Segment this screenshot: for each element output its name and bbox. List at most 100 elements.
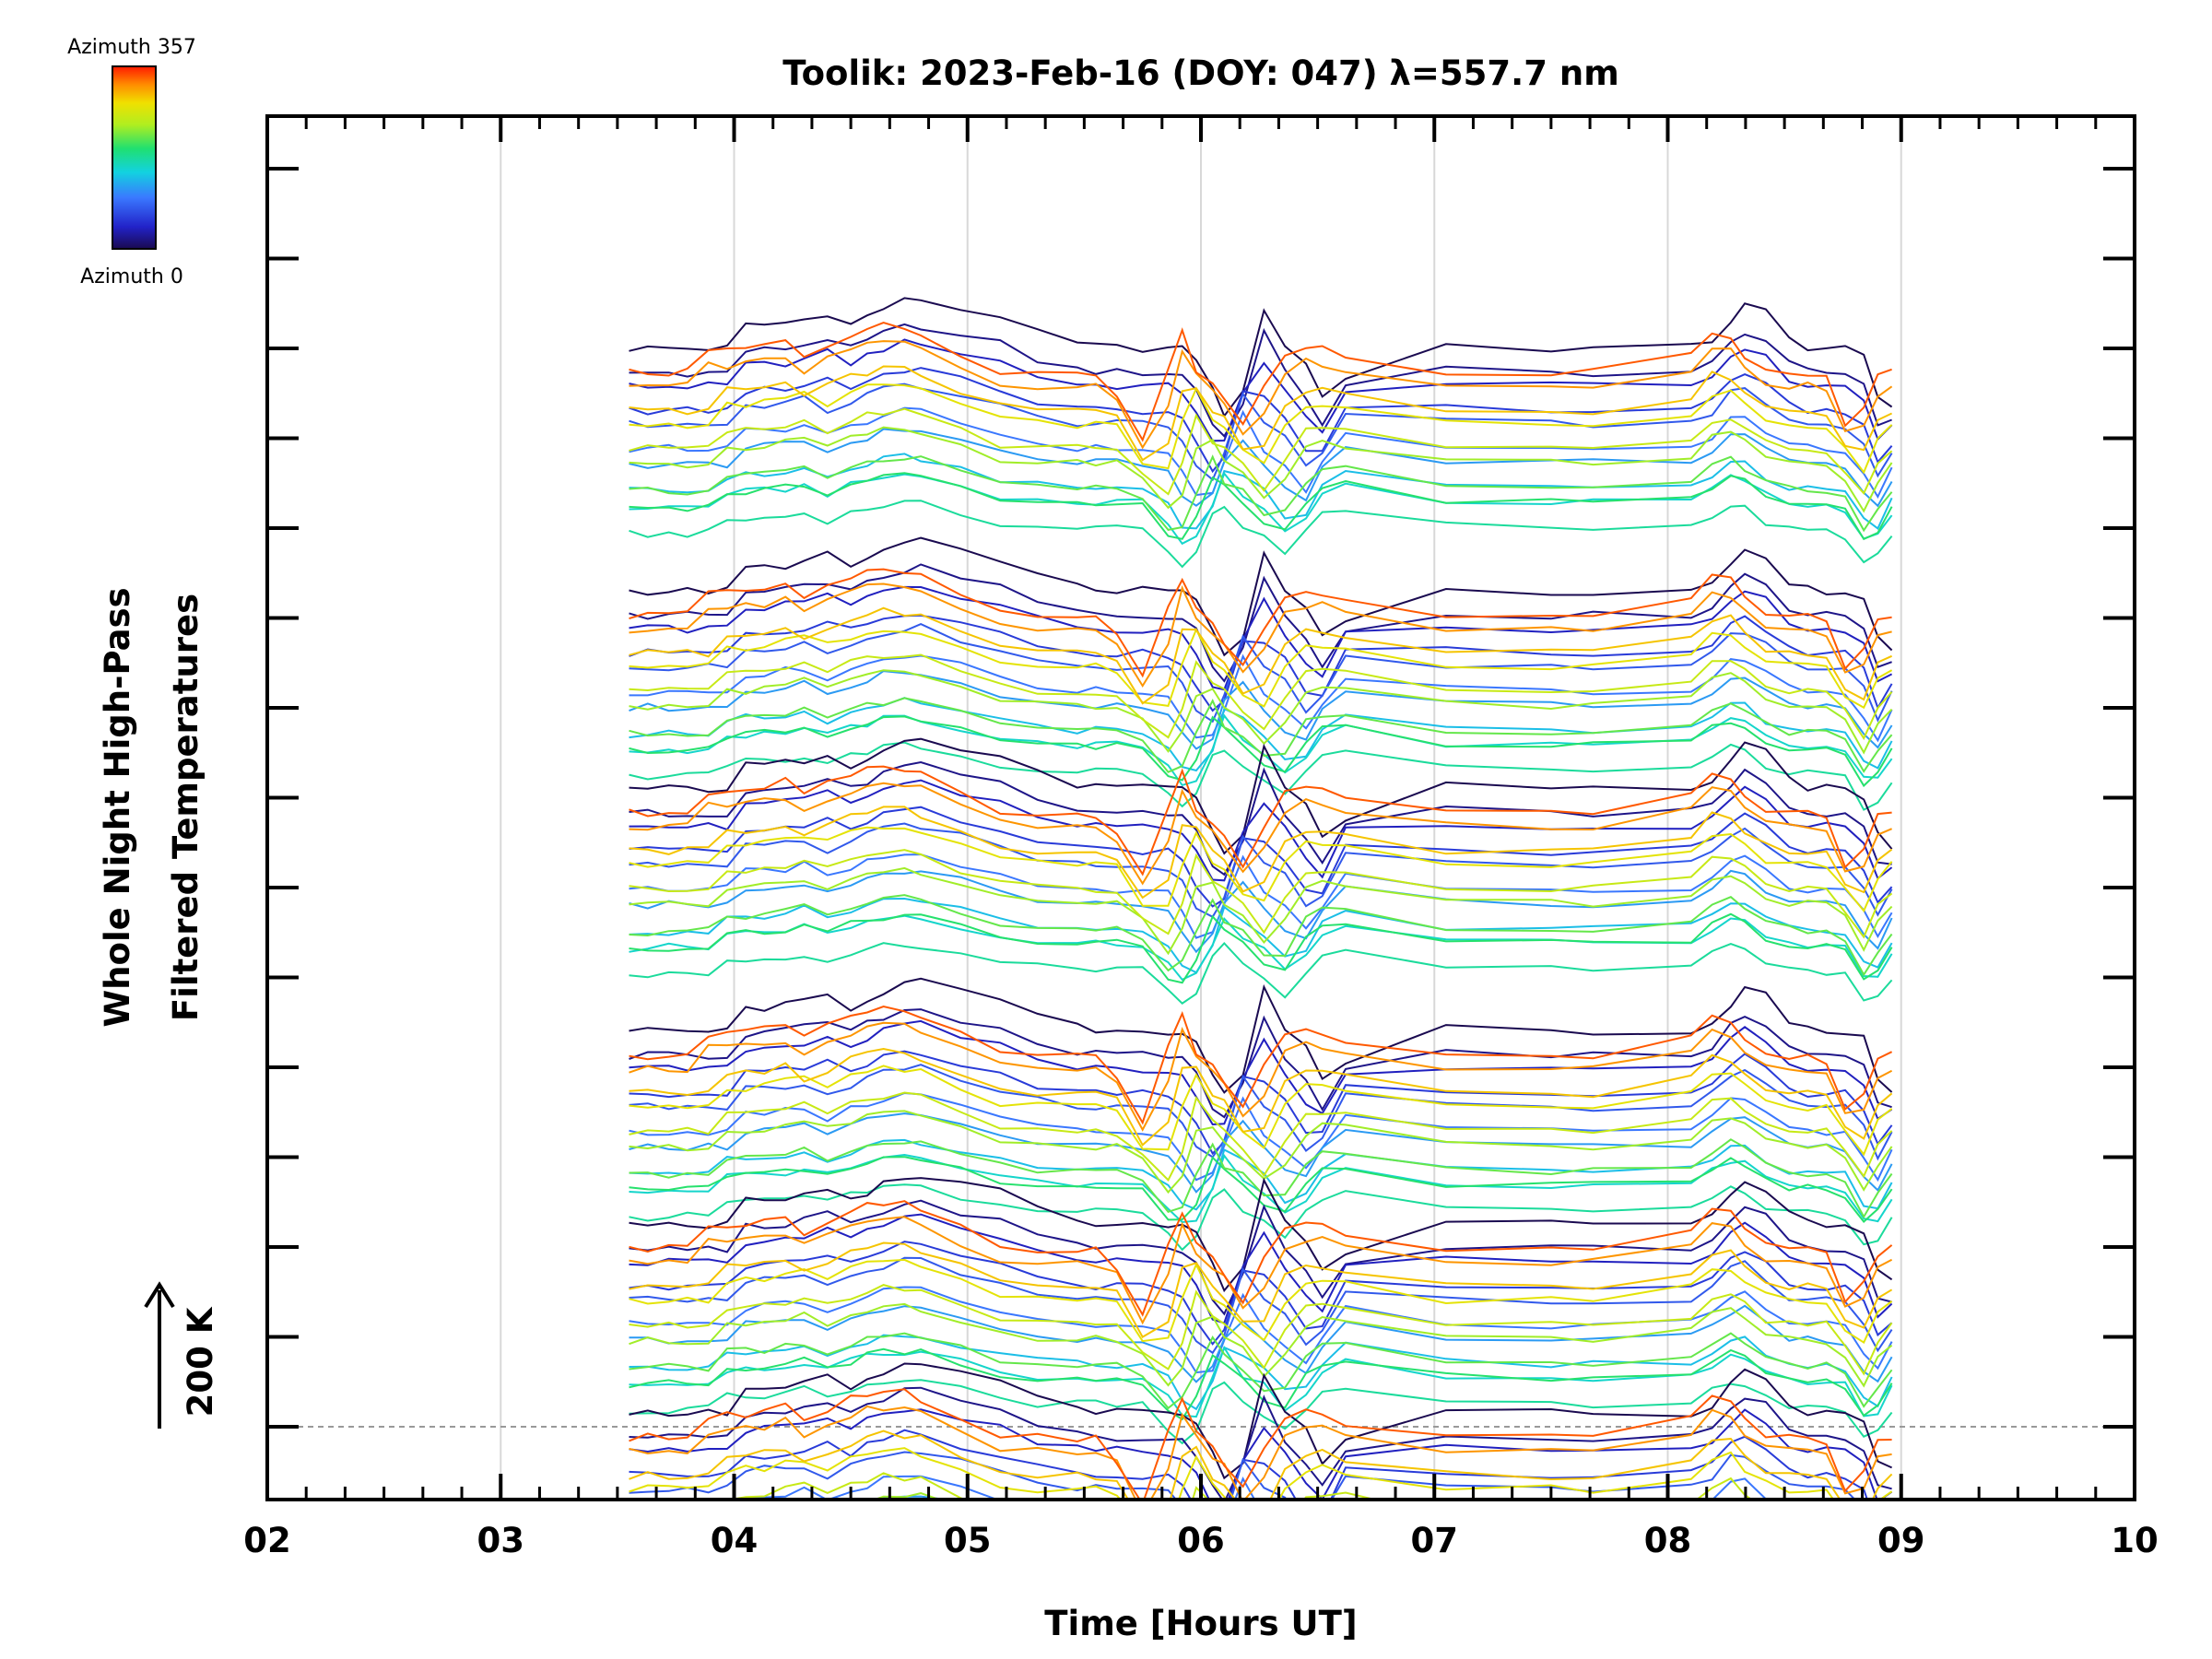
series-line-group-1-az-320 (629, 340, 1893, 450)
y-axis-label-line2: Filtered Temperatures (166, 594, 206, 1021)
series-line-group-2-az-80 (629, 623, 1893, 724)
scale-label: 200 K (181, 1306, 220, 1417)
series-line-group-6-az-80 (629, 1451, 1856, 1500)
series-line-group-2-az-320 (629, 582, 1892, 688)
series-line-group-4-az-300 (629, 1047, 1893, 1147)
series-line-group-5-az-180 (629, 1379, 1893, 1445)
x-tick-label: 10 (2111, 1521, 2159, 1560)
series-line-group-3-az-340 (629, 765, 1892, 877)
series-line-group-5-az-20 (629, 1199, 1892, 1316)
series-line-group-5-az-300 (629, 1241, 1893, 1338)
x-tick-label: 09 (1877, 1521, 1925, 1560)
series-line-group-4-az-180 (629, 1183, 1893, 1252)
series-line-group-5-az-200 (629, 1347, 1893, 1421)
series-line-group-4-az-80 (629, 1064, 1893, 1161)
series-line-group-1-az-260 (629, 407, 1893, 496)
series-line-group-3-az-240 (629, 866, 1893, 956)
series-line-group-4-az-240 (629, 1110, 1893, 1194)
series-line-group-4-az-320 (629, 1021, 1893, 1132)
series-line-group-4-az-160 (629, 1153, 1893, 1224)
series-line-group-1-az-80 (629, 382, 1893, 482)
colorbar-gradient (112, 65, 157, 250)
series-line-group-6-az-280 (629, 1447, 1893, 1500)
chart-title: Toolik: 2023-Feb-16 (DOY: 047) λ=557.7 n… (782, 53, 1619, 93)
series-line-group-6-az-220 (629, 1524, 1892, 1599)
x-tick-labels: 02 03 04 05 06 07 08 09 10 (243, 1521, 2159, 1560)
series-line-group-2-az-300 (629, 606, 1893, 705)
x-tick-label: 03 (477, 1521, 525, 1560)
x-tick-label: 06 (1177, 1521, 1225, 1560)
series-line-group-3-az-320 (629, 782, 1892, 886)
series-line-group-4-az-340 (629, 1005, 1893, 1125)
series-line-group-4-az-260 (629, 1091, 1893, 1182)
series-line-group-2-az-260 (629, 653, 1893, 741)
x-tick-label: 08 (1644, 1521, 1692, 1560)
series-line-group-6-az-140 (629, 1521, 1892, 1596)
series-line-group-3-az-20 (629, 760, 1892, 877)
series-line-group-3-az-140 (629, 897, 1893, 974)
x-axis-label: Time [Hours UT] (1044, 1604, 1357, 1643)
series-line-group-3-az-80 (629, 822, 1893, 919)
series-line-group-1-az-100 (629, 406, 1893, 499)
series-line-group-5-az-320 (629, 1216, 1893, 1325)
series-line-group-4-az-100 (629, 1091, 1893, 1182)
series-line-group-5-az-340 (629, 1200, 1893, 1317)
series-line-group-3-az-280 (629, 826, 1893, 913)
series-line-group-2-az-240 (629, 669, 1893, 755)
series-line-group-3-az-120 (629, 869, 1893, 954)
x-tick-label: 02 (243, 1521, 291, 1560)
series-line-group-3-az-200 (629, 912, 1893, 984)
series-line-group-1-az-280 (629, 383, 1893, 475)
series-line-group-1-az-0 (629, 297, 1893, 418)
x-tick-label: 07 (1411, 1521, 1459, 1560)
series-line-group-1-az-20 (629, 323, 1892, 438)
x-tick-label: 05 (944, 1521, 992, 1560)
series-line-group-5-az-260 (629, 1284, 1893, 1376)
series-line-group-6-az-260 (726, 1472, 1754, 1500)
series-line-group-1-az-240 (629, 426, 1893, 513)
series-line-group-4-az-140 (629, 1138, 1893, 1211)
series-line-group-3-az-180 (629, 942, 1893, 1005)
series-line-group-5-az-100 (629, 1286, 1893, 1374)
scale-arrow-head (144, 1281, 175, 1309)
series-line-group-6-az-200 (629, 1538, 1892, 1612)
series-line-group-3-az-260 (629, 849, 1893, 939)
series-line-group-3-az-40 (629, 779, 1893, 882)
series-line-group-1-az-200 (629, 472, 1893, 541)
series-line-group-6-az-20 (629, 1386, 1892, 1500)
series-line-group-3-az-220 (629, 894, 1893, 977)
series-line-group-6-az-300 (629, 1430, 1893, 1500)
series-line-group-2-az-40 (629, 585, 1893, 691)
series-line-group-2-az-280 (629, 627, 1893, 710)
axis-ticks (265, 116, 2136, 1500)
series-line-group-2-az-60 (629, 614, 1893, 712)
series-line-group-1-az-340 (629, 322, 1892, 442)
series-line-group-2-az-100 (629, 653, 1893, 743)
x-tick-label: 04 (711, 1521, 759, 1560)
series-line-group-3-az-300 (629, 806, 1893, 900)
series-line-group-1-az-220 (629, 454, 1893, 533)
series-line-group-6-az-120 (866, 1495, 1737, 1500)
series-line-group-4-az-220 (629, 1138, 1893, 1219)
series-line-group-4-az-280 (629, 1065, 1893, 1157)
series-line-group-5-az-240 (629, 1302, 1893, 1388)
series-line-group-6-az-240 (871, 1492, 1732, 1500)
series-line-group-4-az-0 (629, 977, 1893, 1094)
series-line-group-3-az-0 (629, 737, 1893, 855)
series-line-group-6-az-160 (629, 1536, 1892, 1606)
series-line-group-3-az-160 (629, 914, 1893, 982)
series-line-group-1-az-180 (629, 500, 1893, 569)
series-line-group-4-az-200 (629, 1156, 1893, 1223)
series-line-group-2-az-220 (629, 697, 1893, 773)
series-line-group-3-az-100 (629, 853, 1893, 939)
y-axis-label-line1: Whole Night High-Pass (98, 587, 137, 1027)
series-line-group-4-az-120 (629, 1112, 1893, 1194)
scale-indicator: 200 K (144, 1281, 220, 1429)
series-line-group-5-az-80 (629, 1256, 1893, 1355)
series-line-group-5-az-280 (629, 1258, 1893, 1345)
series-line-group-1-az-40 (629, 338, 1893, 442)
series-line-group-6-az-340 (629, 1388, 1892, 1500)
colorbar: Azimuth 357 Azimuth 0 (67, 36, 196, 288)
series-line-group-6-az-100 (742, 1475, 1770, 1500)
